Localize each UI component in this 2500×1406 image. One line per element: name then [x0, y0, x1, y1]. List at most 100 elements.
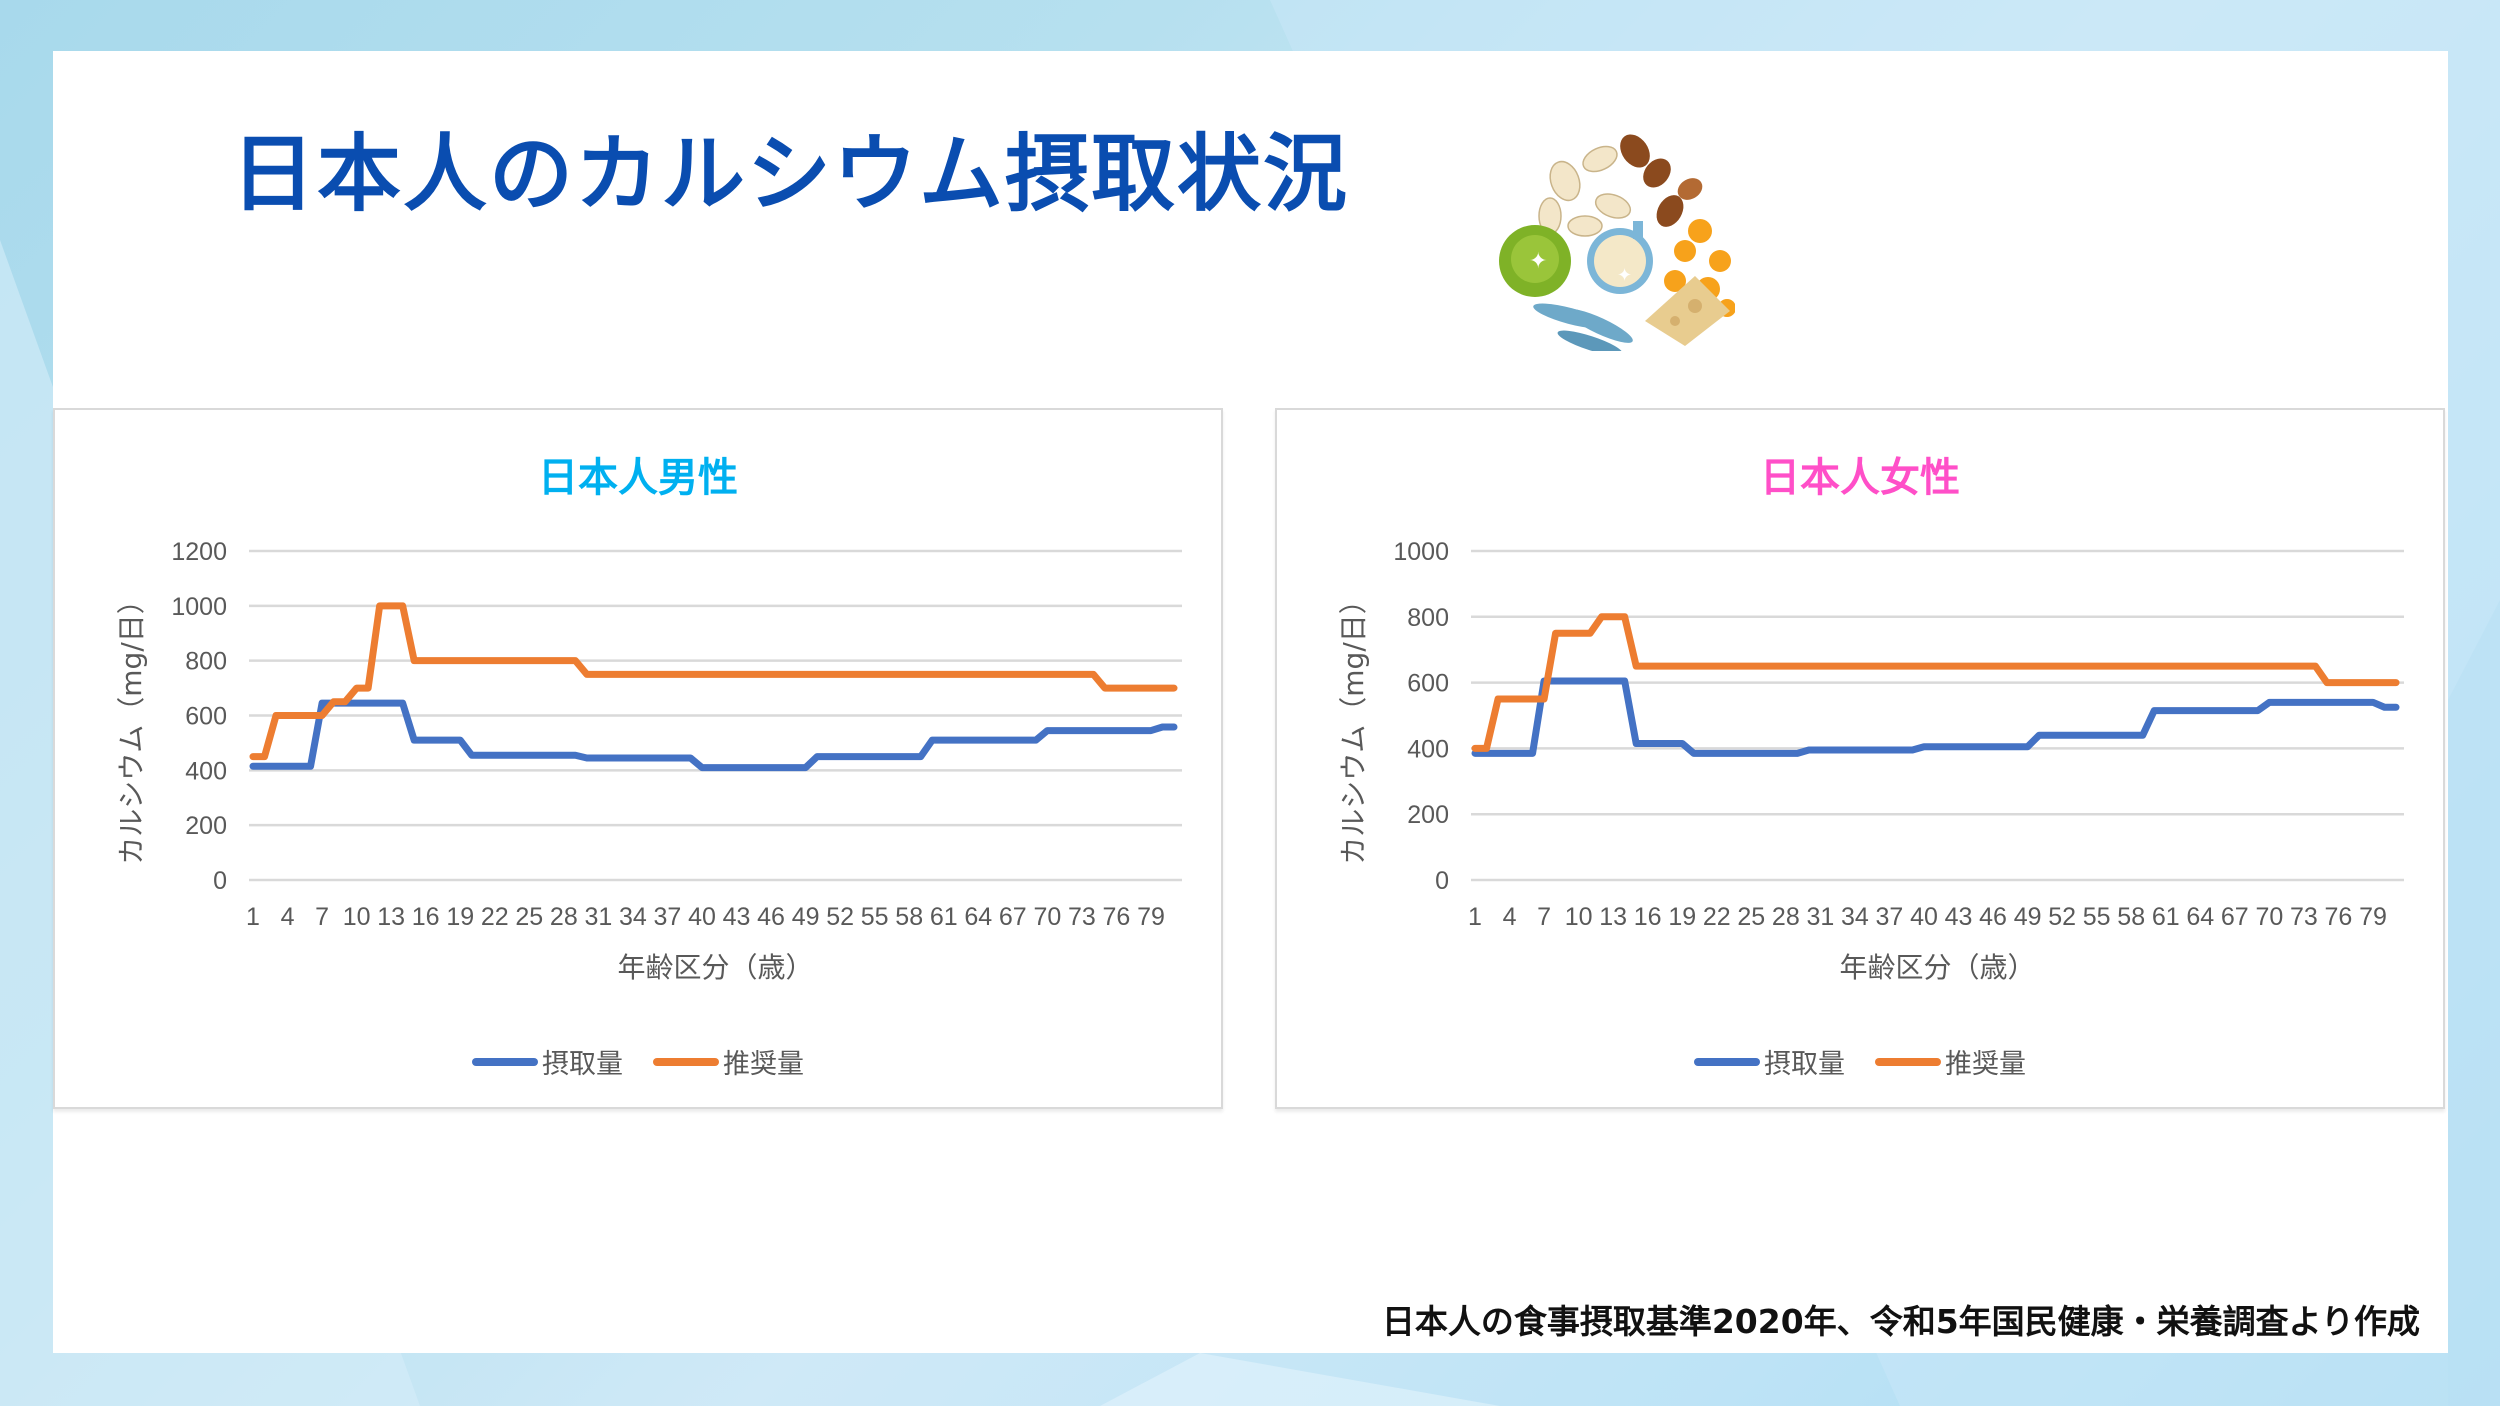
female-series-intake-line — [1471, 677, 2400, 757]
female-x-tick-label: 34 — [1841, 903, 1869, 931]
female-x-tick-label: 16 — [1634, 903, 1662, 931]
male-x-tick-label: 43 — [723, 903, 751, 931]
female-y-tick-label: 1000 — [1393, 538, 1449, 566]
male-chart: 日本人男性 0 200 400 600 800 1000 1200 1 4 7 10 13 16 19 22… — [53, 408, 1223, 1109]
female-x-tick-label: 64 — [2186, 903, 2214, 931]
legend-swatch-intake — [472, 1057, 538, 1066]
female-y-axis-title: カルシウム（mg/日） — [1337, 586, 1370, 864]
female-chart: 日本人女性 0 200 400 600 800 1000 1 4 7 10 13 16 19 22 25 28… — [1275, 408, 2445, 1109]
female-x-tick-label: 55 — [2083, 903, 2111, 931]
male-x-tick-label: 19 — [446, 903, 474, 931]
male-x-tick-label: 10 — [343, 903, 371, 931]
male-x-tick-label: 55 — [861, 903, 889, 931]
legend-swatch-intake — [1694, 1057, 1760, 1066]
calcium-foods-illustration-icon: ✦ ✦ — [1499, 134, 1735, 351]
legend-label-recommended: 推奨量 — [1945, 1049, 2026, 1080]
female-y-tick-label: 200 — [1407, 801, 1449, 829]
male-x-tick-label: 37 — [654, 903, 682, 931]
male-x-tick-label: 61 — [930, 903, 958, 931]
female-x-tick-label: 10 — [1565, 903, 1593, 931]
legend-label-recommended: 推奨量 — [723, 1049, 804, 1080]
male-x-tick-label: 4 — [281, 903, 295, 931]
female-x-tick-label: 1 — [1468, 903, 1482, 931]
female-x-tick-label: 19 — [1668, 903, 1696, 931]
male-x-tick-label: 34 — [619, 903, 647, 931]
male-y-tick-label: 1200 — [171, 538, 227, 566]
slide-panel: 日本人のカルシウム摂取状況 ✦ ✦ — [53, 51, 2448, 1353]
legend-label-intake: 摂取量 — [542, 1049, 623, 1080]
female-x-tick-label: 25 — [1737, 903, 1765, 931]
male-x-tick-label: 22 — [481, 903, 509, 931]
legend-item-recommended: 推奨量 — [653, 1042, 804, 1081]
female-y-tick-label: 600 — [1407, 670, 1449, 698]
male-x-tick-label: 64 — [964, 903, 992, 931]
male-x-tick-label: 73 — [1068, 903, 1096, 931]
female-x-tick-label: 31 — [1806, 903, 1834, 931]
female-x-tick-label: 70 — [2255, 903, 2283, 931]
female-x-tick-label: 58 — [2117, 903, 2145, 931]
female-x-tick-label: 73 — [2290, 903, 2318, 931]
female-x-tick-label: 76 — [2325, 903, 2353, 931]
male-x-tick-label: 49 — [792, 903, 820, 931]
male-x-tick-label: 16 — [412, 903, 440, 931]
male-x-tick-label: 67 — [999, 903, 1027, 931]
female-y-tick-label: 800 — [1407, 604, 1449, 632]
male-x-tick-label: 79 — [1137, 903, 1165, 931]
male-series-recommended-line — [249, 602, 1178, 761]
female-x-tick-label: 52 — [2048, 903, 2076, 931]
female-y-tick-label: 400 — [1407, 735, 1449, 763]
female-x-tick-label: 79 — [2359, 903, 2387, 931]
female-series-recommended-line — [1471, 613, 2400, 752]
female-chart-title: 日本人女性 — [1760, 455, 1960, 501]
male-chart-plot: 0 200 400 600 800 1000 1200 1 4 7 10 13 16 19 22 25 28 31… — [115, 538, 1182, 984]
male-x-tick-label: 52 — [826, 903, 854, 931]
female-legend: 摂取量 推奨量 — [1277, 1042, 2443, 1081]
male-x-tick-label: 46 — [757, 903, 785, 931]
male-legend: 摂取量 推奨量 — [55, 1042, 1221, 1081]
male-x-tick-label: 31 — [584, 903, 612, 931]
male-y-tick-label: 400 — [185, 757, 227, 785]
female-x-tick-label: 7 — [1537, 903, 1551, 931]
male-chart-title: 日本人男性 — [538, 455, 738, 501]
male-x-tick-label: 25 — [515, 903, 543, 931]
male-y-tick-label: 200 — [185, 812, 227, 840]
female-x-axis-title: 年齢区分（歳） — [1839, 951, 2035, 984]
male-x-tick-label: 7 — [315, 903, 329, 931]
female-x-tick-label: 13 — [1599, 903, 1627, 931]
male-series-intake-line — [249, 699, 1178, 772]
male-x-tick-label: 13 — [377, 903, 405, 931]
female-x-tick-label: 46 — [1979, 903, 2007, 931]
male-x-tick-label: 76 — [1103, 903, 1131, 931]
male-x-tick-label: 70 — [1033, 903, 1061, 931]
female-y-tick-label: 0 — [1435, 867, 1449, 895]
male-x-tick-label: 58 — [895, 903, 923, 931]
male-y-tick-label: 800 — [185, 648, 227, 676]
female-x-tick-label: 43 — [1945, 903, 1973, 931]
female-x-tick-label: 28 — [1772, 903, 1800, 931]
female-x-tick-label: 4 — [1503, 903, 1517, 931]
legend-label-intake: 摂取量 — [1764, 1049, 1845, 1080]
female-x-tick-label: 22 — [1703, 903, 1731, 931]
male-y-tick-label: 0 — [213, 867, 227, 895]
female-x-tick-label: 61 — [2152, 903, 2180, 931]
female-x-tick-label: 67 — [2221, 903, 2249, 931]
female-x-tick-label: 49 — [2014, 903, 2042, 931]
male-y-axis-title: カルシウム（mg/日） — [115, 586, 148, 864]
male-y-tick-label: 600 — [185, 703, 227, 731]
svg-text:✦: ✦ — [1529, 249, 1547, 274]
legend-item-intake: 摂取量 — [472, 1042, 623, 1081]
male-x-tick-label: 1 — [246, 903, 260, 931]
legend-item-intake: 摂取量 — [1694, 1042, 1845, 1081]
male-y-tick-label: 1000 — [171, 593, 227, 621]
male-x-axis-title: 年齢区分（歳） — [617, 951, 813, 984]
legend-swatch-recommended — [1875, 1057, 1941, 1066]
slide-title: 日本人のカルシウム摂取状況 — [231, 125, 1350, 223]
svg-text:✦: ✦ — [1617, 265, 1632, 286]
source-note: 日本人の食事摂取基準2020年、令和5年国民健康・栄養調査より作成 — [1381, 1302, 2420, 1341]
male-x-tick-label: 40 — [688, 903, 716, 931]
female-chart-plot: 0 200 400 600 800 1000 1 4 7 10 13 16 19 22 25 28 31 34 37… — [1337, 538, 2404, 984]
legend-swatch-recommended — [653, 1057, 719, 1066]
female-x-tick-label: 37 — [1876, 903, 1904, 931]
legend-item-recommended: 推奨量 — [1875, 1042, 2026, 1081]
female-x-tick-label: 40 — [1910, 903, 1938, 931]
